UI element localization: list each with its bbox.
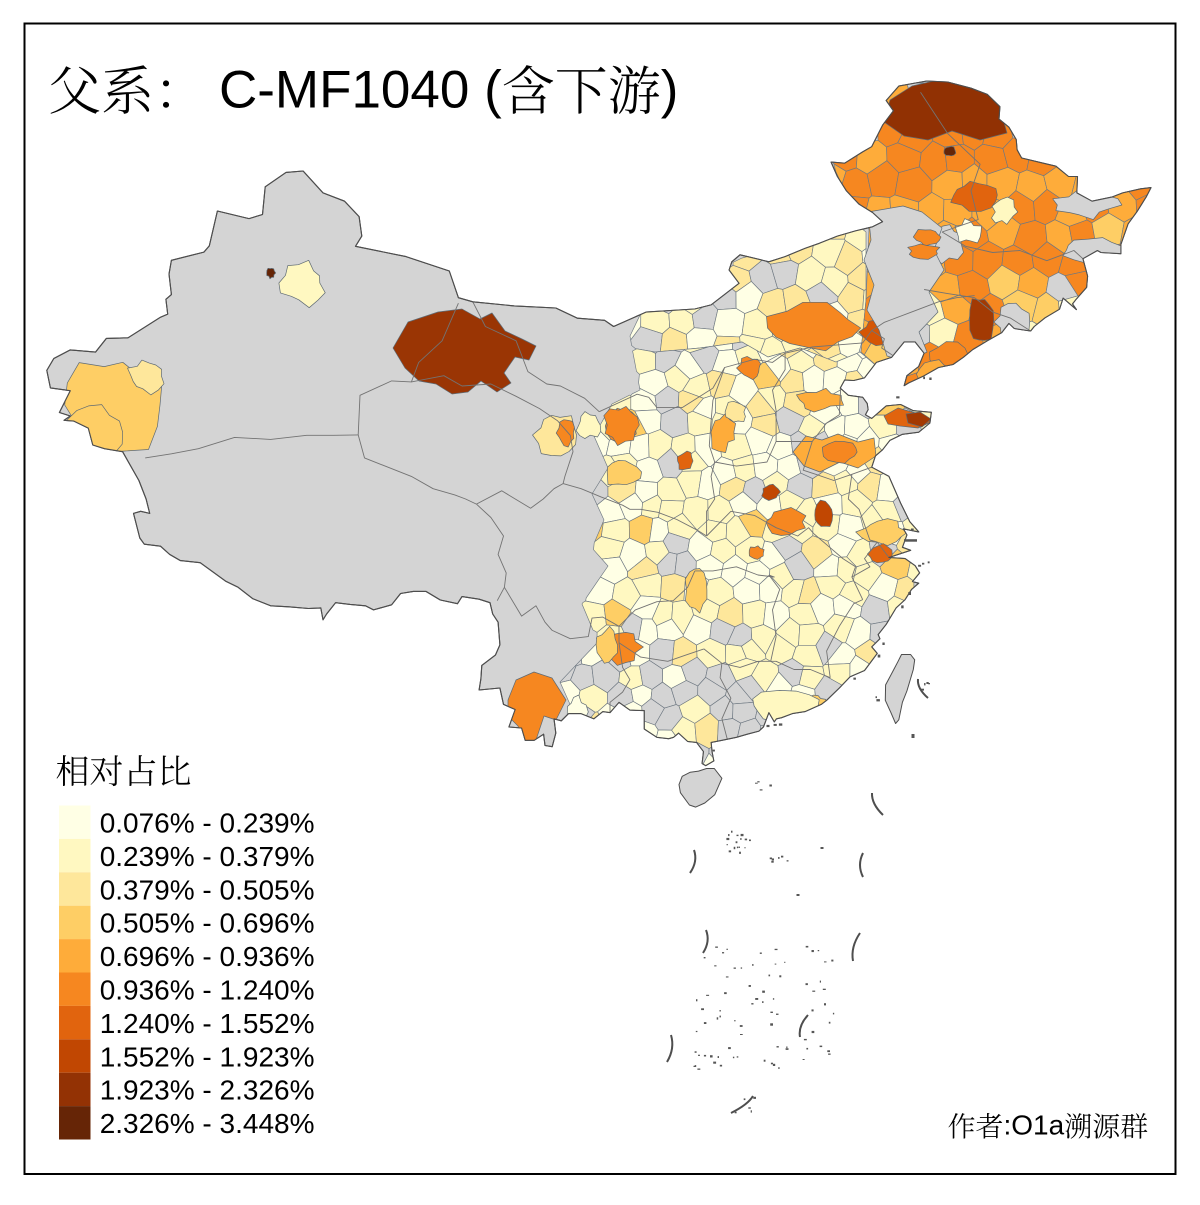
svg-text:0.239% - 0.379%: 0.239% - 0.379%	[100, 841, 315, 872]
svg-text:): )	[661, 61, 679, 120]
svg-text:1.923% - 2.326%: 1.923% - 2.326%	[100, 1075, 315, 1106]
svg-text:0.936% - 1.240%: 0.936% - 1.240%	[100, 975, 315, 1006]
svg-text:1.240% - 1.552%: 1.240% - 1.552%	[100, 1008, 315, 1039]
svg-text:C-MF1040 (: C-MF1040 (	[219, 61, 502, 120]
svg-text::O1a: :O1a	[1004, 1110, 1065, 1141]
svg-text:0.076% - 0.239%: 0.076% - 0.239%	[100, 808, 315, 839]
svg-text:1.552% - 1.923%: 1.552% - 1.923%	[100, 1041, 315, 1072]
svg-text:2.326% - 3.448%: 2.326% - 3.448%	[100, 1108, 315, 1139]
svg-text:0.379% - 0.505%: 0.379% - 0.505%	[100, 874, 315, 905]
svg-text:0.505% - 0.696%: 0.505% - 0.696%	[100, 908, 315, 939]
svg-text:0.696% - 0.936%: 0.696% - 0.936%	[100, 941, 315, 972]
